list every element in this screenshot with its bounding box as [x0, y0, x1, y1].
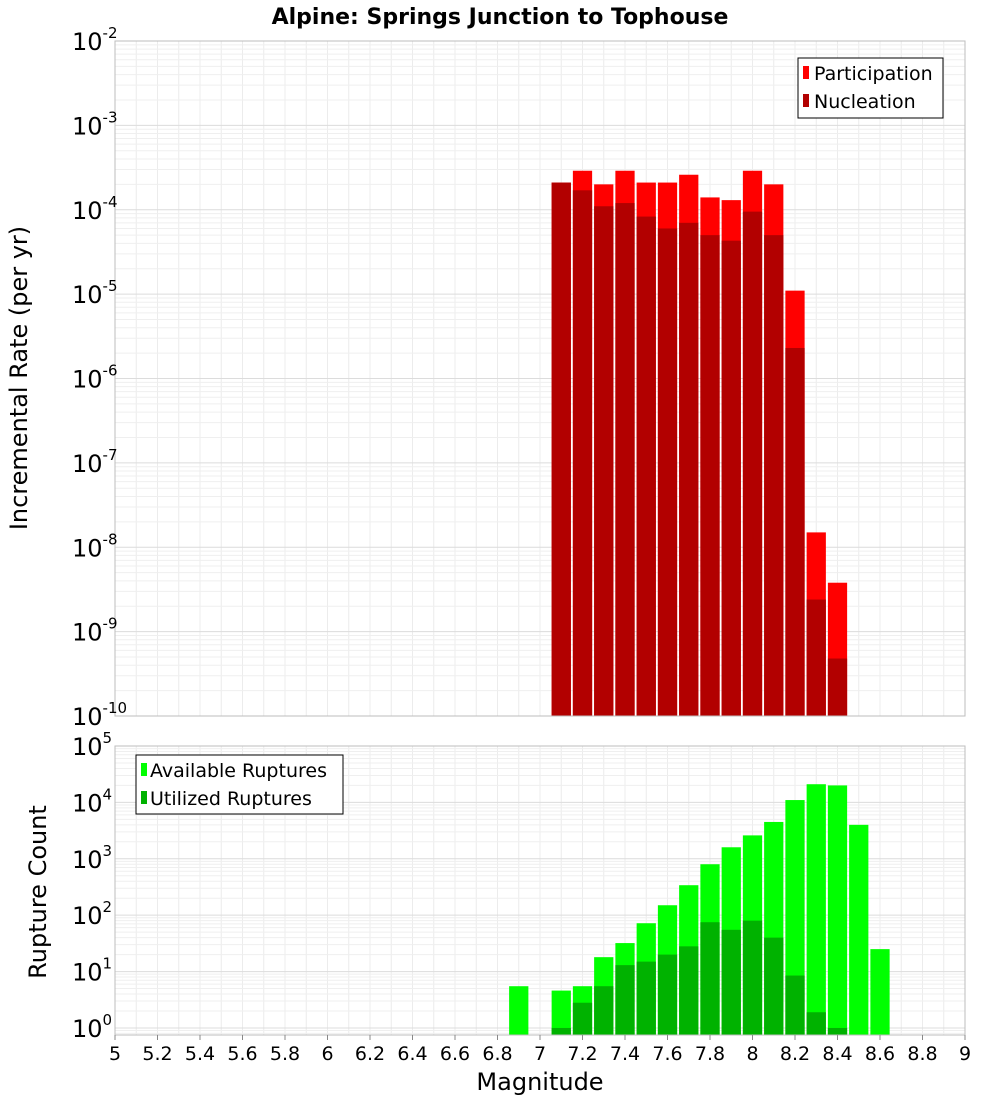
utilized-bar — [615, 965, 635, 1035]
nucleation-bar — [806, 599, 826, 716]
x-tick-label: 6.6 — [440, 1043, 470, 1065]
x-tick-label: 8.4 — [822, 1043, 852, 1065]
available-legend-label: Available Ruptures — [150, 760, 327, 782]
count-y-tick-label: 105 — [72, 729, 112, 761]
x-tick-label: 5.2 — [142, 1043, 172, 1065]
rate-y-tick-label: 10-2 — [72, 24, 118, 56]
utilized-bar — [827, 1027, 848, 1035]
nucleation-legend-label: Nucleation — [814, 91, 916, 113]
x-tick-label: 8.8 — [907, 1043, 937, 1065]
rate-y-axis-label: Incremental Rate (per yr) — [5, 226, 33, 530]
nucleation-bar — [572, 190, 593, 716]
rate-y-tick-label: 10-8 — [72, 530, 118, 562]
x-tick-label: 7.6 — [652, 1043, 682, 1065]
count-y-ticks: 100 101 102 103 104 105 — [72, 729, 112, 1043]
utilized-bar — [721, 929, 741, 1035]
nucleation-bar — [615, 203, 635, 716]
x-tick-label: 7 — [534, 1043, 546, 1065]
available-bar — [827, 785, 848, 1035]
count-bars — [509, 784, 890, 1035]
utilized-bar — [572, 1002, 593, 1035]
utilized-bar — [657, 954, 678, 1035]
utilized-bar — [551, 1027, 571, 1035]
rate-legend-box — [797, 57, 944, 119]
count-y-tick-label: 104 — [72, 785, 112, 817]
utilized-bar — [764, 937, 784, 1035]
utilized-bar — [679, 946, 699, 1035]
x-tick-label: 6.2 — [355, 1043, 385, 1065]
x-tick-label: 7.8 — [695, 1043, 725, 1065]
utilized-bar — [636, 961, 656, 1035]
rate-y-tick-label: 10-5 — [72, 277, 118, 309]
rate-y-tick-label: 10-7 — [72, 446, 118, 478]
count-y-tick-label: 101 — [72, 955, 112, 987]
nucleation-bar — [594, 206, 614, 716]
nucleation-bar — [636, 216, 656, 716]
x-tick-label: 5.4 — [185, 1043, 215, 1065]
count-panel: 100 101 102 103 104 105 5 5.2 5.4 5.6 5.8 6 6.2 6.4 6… — [24, 729, 971, 1096]
x-tick-label: 5 — [109, 1043, 121, 1065]
nucleation-bar — [700, 235, 720, 716]
x-tick-label: 9 — [959, 1043, 971, 1065]
rate-y-tick-label: 10-6 — [72, 362, 118, 394]
utilized-bar — [785, 975, 805, 1035]
x-tick-label: 8.6 — [865, 1043, 895, 1065]
rate-panel: 10-10 10-9 10-8 10-7 10-6 10-5 10-4 10-3 10-2 In… — [5, 24, 966, 731]
rate-bars — [551, 170, 848, 717]
x-tick-label: 6 — [321, 1043, 333, 1065]
x-tick-label: 6.8 — [482, 1043, 512, 1065]
count-legend-box — [135, 754, 344, 815]
count-y-tick-label: 102 — [72, 898, 112, 930]
chart-title: Alpine: Springs Junction to Tophouse — [272, 5, 729, 30]
rate-y-tick-label: 10-4 — [72, 193, 118, 225]
utilized-bar — [700, 922, 720, 1035]
rate-y-tick-label: 10-3 — [72, 108, 118, 140]
available-bar — [870, 949, 890, 1035]
rate-legend: Participation Nucleation — [797, 57, 944, 119]
participation-legend-swatch — [803, 66, 809, 79]
x-tick-label: 8 — [746, 1043, 758, 1065]
available-legend-swatch — [141, 763, 147, 776]
available-bar — [806, 784, 826, 1035]
count-legend: Available Ruptures Utilized Ruptures — [135, 754, 344, 815]
nucleation-bar — [827, 658, 848, 716]
utilized-legend-swatch — [141, 791, 147, 804]
nucleation-bar — [679, 222, 699, 716]
nucleation-bar — [551, 182, 571, 716]
x-tick-label: 5.8 — [270, 1043, 300, 1065]
utilized-legend-label: Utilized Ruptures — [150, 788, 312, 810]
rate-plot-frame — [114, 40, 966, 717]
x-tick-label: 6.4 — [397, 1043, 427, 1065]
utilized-bar — [742, 920, 763, 1035]
nucleation-bar — [721, 240, 741, 717]
nucleation-bar — [785, 347, 805, 716]
rate-y-ticks: 10-10 10-9 10-8 10-7 10-6 10-5 10-4 10-3 10-2 — [72, 24, 127, 731]
utilized-bar — [806, 1012, 826, 1035]
count-y-tick-label: 103 — [72, 842, 112, 874]
nucleation-bar — [742, 211, 763, 716]
nucleation-legend-swatch — [803, 94, 809, 107]
nucleation-bar — [764, 235, 784, 716]
utilized-bar — [594, 986, 614, 1035]
count-y-tick-label: 100 — [72, 1011, 112, 1043]
x-tick-label: 8.2 — [780, 1043, 810, 1065]
x-tick-label: 7.4 — [610, 1043, 640, 1065]
count-y-axis-label: Rupture Count — [24, 805, 52, 979]
x-tick-label: 7.2 — [567, 1043, 597, 1065]
rate-y-tick-label: 10-9 — [72, 615, 118, 647]
rate-y-tick-label: 10-10 — [72, 699, 127, 731]
x-tick-label: 5.6 — [227, 1043, 257, 1065]
available-bar — [551, 990, 571, 1035]
magnitude-x-ticks: 5 5.2 5.4 5.6 5.8 6 6.2 6.4 6.6 6.8 7 7.2 7.4 7.6 7.8 8… — [109, 1035, 971, 1065]
available-bar — [509, 986, 529, 1035]
nucleation-bar — [657, 228, 678, 716]
x-axis-label: Magnitude — [476, 1068, 603, 1096]
available-bar — [849, 824, 869, 1035]
participation-legend-label: Participation — [814, 63, 933, 85]
